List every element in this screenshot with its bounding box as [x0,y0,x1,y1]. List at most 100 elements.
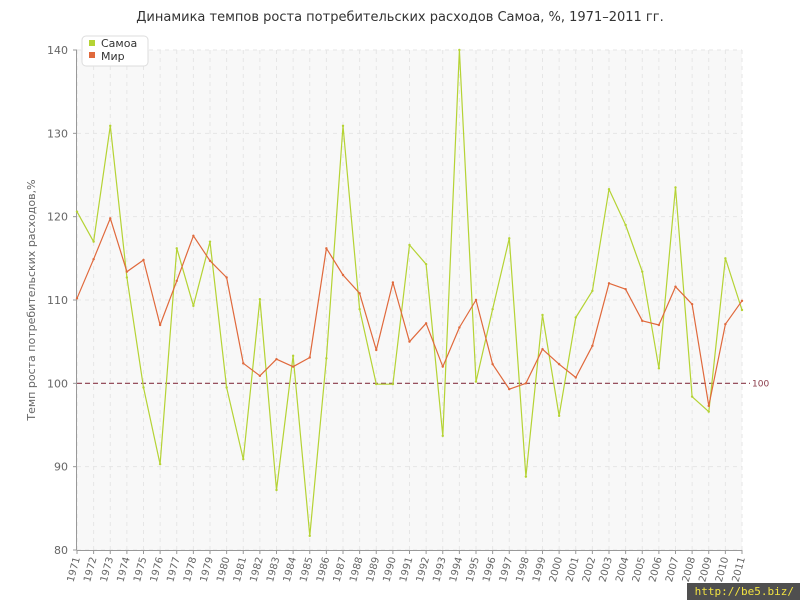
data-point-0-2002 [591,289,594,293]
data-point-0-1991 [408,243,411,247]
data-point-0-1981 [242,457,245,461]
data-point-0-1980 [225,386,228,389]
series-group [75,48,744,538]
data-point-0-1997 [508,237,511,240]
data-point-1-2007 [674,285,677,288]
reference-line-label: 100 [752,379,769,389]
y-tick-label-140: 140 [47,44,68,57]
data-point-1-2006 [657,323,661,327]
data-point-0-2004 [624,223,627,227]
data-point-1-2001 [574,376,577,379]
data-point-0-1973 [109,124,112,128]
data-point-0-1989 [375,382,378,386]
chart-title: Динамика темпов роста потребительских ра… [136,10,664,25]
x-tick-label-2010: 2010 [714,556,731,583]
x-tick-label-1986: 1986 [315,556,332,583]
x-tick-label-2000: 2000 [548,556,565,583]
data-point-0-1977 [175,247,178,250]
data-point-1-2011 [740,299,744,303]
data-point-0-1984 [291,354,295,358]
x-tick-label-1988: 1988 [348,556,365,583]
data-point-1-1990 [391,281,395,284]
x-tick-label-1982: 1982 [249,556,266,583]
x-tick-label-1994: 1994 [448,556,465,583]
data-point-1-1975 [142,258,145,262]
data-point-0-1982 [258,297,262,301]
data-point-1-2004 [624,287,627,291]
data-point-0-2005 [641,270,644,273]
data-point-1-1978 [192,234,195,238]
x-tick-label-2009: 2009 [697,556,714,583]
data-point-1-1986 [325,247,328,250]
data-point-1-1999 [541,347,544,351]
legend-swatch-world [89,52,95,58]
data-point-1-1974 [125,270,129,273]
x-tick-label-2008: 2008 [681,556,698,583]
data-point-0-1975 [142,386,145,389]
x-tick-label-1990: 1990 [382,556,399,583]
data-point-0-1978 [192,304,195,308]
data-point-0-2009 [707,410,710,413]
x-tick-label-1995: 1995 [465,556,482,583]
data-point-0-1990 [391,382,395,386]
x-tick-label-1989: 1989 [365,556,382,583]
x-tick-label-1975: 1975 [132,556,149,583]
x-tick-label-1981: 1981 [232,556,249,583]
data-point-1-1989 [375,348,378,352]
data-point-1-1981 [242,362,245,365]
data-point-0-1983 [275,488,278,492]
y-tick-label-120: 120 [47,211,68,224]
legend-box [81,35,149,67]
y-tick-label-100: 100 [47,377,68,390]
data-point-1-1985 [308,356,311,359]
y-tick-label-80: 80 [54,544,68,557]
x-tick-label-2003: 2003 [598,556,615,583]
data-point-0-2011 [740,308,744,312]
x-tick-label-1983: 1983 [265,556,282,583]
x-tick-label-2004: 2004 [614,556,631,583]
legend-label-samoa: Самоа [101,37,137,50]
x-tick-label-1997: 1997 [498,556,515,583]
x-tick-label-1972: 1972 [82,556,99,583]
data-point-1-1972 [92,257,95,261]
data-point-1-2008 [690,302,694,306]
data-point-1-1998 [524,382,528,385]
data-point-1-1983 [275,357,278,361]
data-point-1-1991 [408,340,411,343]
grid [76,49,743,551]
x-tick-label-2011: 2011 [731,556,748,583]
y-tick-label-130: 130 [47,127,68,140]
data-point-0-2010 [724,257,727,260]
data-point-0-1996 [491,307,494,311]
watermark: http://be5.biz/ [686,583,800,600]
data-point-0-2008 [690,395,694,398]
x-tick-label-1999: 1999 [531,556,548,583]
data-point-1-1993 [441,365,444,368]
data-point-1-2009 [707,404,710,408]
x-tick-label-1980: 1980 [215,556,232,583]
y-axis-label: Темп роста потребительских расходов,% [25,179,38,421]
data-point-0-1974 [125,276,129,279]
data-point-1-1994 [458,326,461,329]
x-tick-label-1976: 1976 [149,556,166,583]
x-tick-label-1992: 1992 [415,556,432,583]
x-tick-label-1974: 1974 [116,556,133,583]
x-tick-label-1993: 1993 [431,556,448,583]
data-point-1-1980 [225,276,228,279]
data-point-1-1995 [474,298,478,302]
data-point-1-1987 [341,273,345,277]
data-point-0-1992 [424,262,428,266]
data-point-1-1973 [109,217,112,220]
x-tick-label-1991: 1991 [398,556,415,583]
data-point-1-2003 [607,282,611,285]
legend-swatch-samoa [89,40,95,46]
data-point-1-1979 [208,259,212,263]
data-point-0-1994 [458,48,461,52]
data-point-1-1992 [424,322,428,325]
x-tick-label-1979: 1979 [199,556,216,583]
data-point-1-2005 [641,319,644,323]
x-tick-label-1996: 1996 [481,556,498,583]
data-point-1-1988 [358,292,361,295]
legend-label-world: Мир [101,50,125,63]
data-point-0-1998 [524,475,528,478]
